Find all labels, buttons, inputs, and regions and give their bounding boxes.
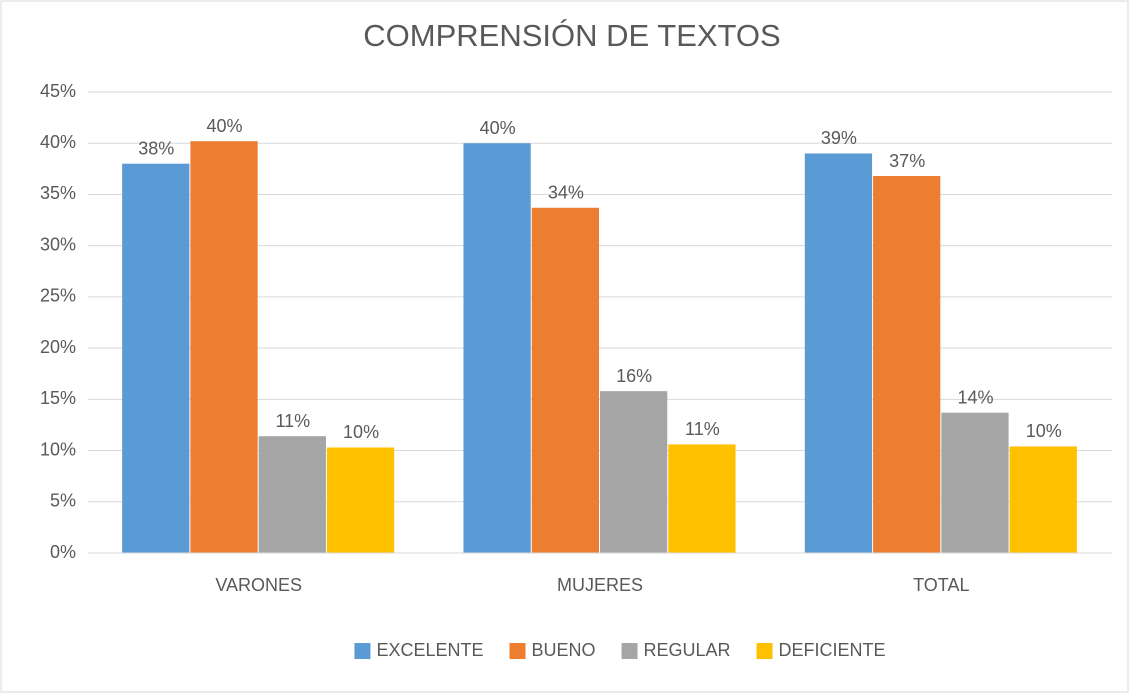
y-tick-label: 0% [50, 542, 76, 562]
data-label: 37% [889, 151, 925, 171]
data-label: 10% [343, 422, 379, 442]
bar [941, 412, 1009, 553]
y-tick-label: 45% [40, 81, 76, 101]
x-tick-label: TOTAL [913, 575, 969, 595]
y-tick-label: 25% [40, 286, 76, 306]
y-tick-label: 20% [40, 337, 76, 357]
bar [326, 447, 395, 553]
bar [122, 163, 190, 553]
x-tick-label: MUJERES [557, 575, 643, 595]
legend-label: EXCELENTE [376, 640, 483, 660]
bar [873, 176, 941, 553]
y-tick-label: 40% [40, 132, 76, 152]
legend-label: DEFICIENTE [779, 640, 886, 660]
legend-swatch [621, 643, 638, 659]
data-label: 39% [821, 128, 857, 148]
legend-label: REGULAR [644, 640, 731, 660]
bar [1009, 446, 1077, 553]
bar [804, 153, 873, 553]
bar [190, 141, 258, 553]
chart-title: COMPRENSIÓN DE TEXTOS [363, 18, 780, 53]
data-label: 38% [138, 138, 174, 158]
data-label: 16% [616, 366, 652, 386]
y-tick-label: 10% [40, 439, 76, 459]
y-tick-label: 15% [40, 388, 76, 408]
data-label: 34% [548, 183, 584, 203]
legend-swatch [756, 643, 773, 659]
legend-swatch [354, 643, 371, 659]
x-tick-label: VARONES [215, 575, 302, 595]
bar [600, 391, 668, 553]
data-label: 40% [480, 118, 516, 138]
data-label: 10% [1026, 421, 1062, 441]
data-label: 14% [957, 387, 993, 407]
legend-label: BUENO [531, 640, 595, 660]
legend-swatch [509, 643, 526, 659]
data-label: 40% [207, 116, 243, 136]
y-tick-label: 30% [40, 234, 76, 254]
bar [463, 143, 531, 553]
data-label: 11% [275, 411, 310, 431]
bar [668, 444, 736, 553]
bar [258, 436, 326, 553]
y-tick-label: 35% [40, 183, 76, 203]
data-label: 11% [685, 419, 720, 439]
bar [531, 207, 599, 554]
y-tick-label: 5% [50, 491, 76, 511]
